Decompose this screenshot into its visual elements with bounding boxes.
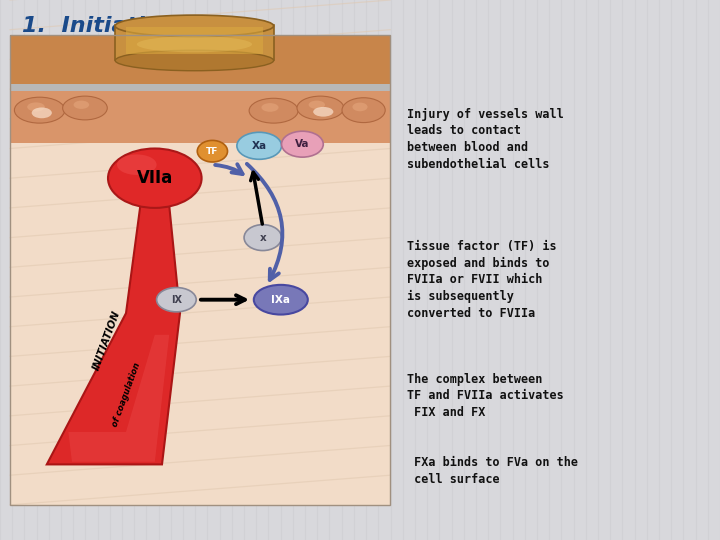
Bar	[10, 35, 390, 89]
Ellipse shape	[63, 96, 107, 120]
Text: Va: Va	[295, 139, 310, 149]
Text: Injury of vessels wall
leads to contact
between blood and
subendothelial cells: Injury of vessels wall leads to contact …	[407, 108, 564, 171]
Ellipse shape	[14, 97, 65, 123]
Ellipse shape	[309, 100, 325, 109]
Text: TF: TF	[206, 147, 219, 156]
Text: IX: IX	[171, 295, 182, 305]
Bar	[126, 27, 263, 54]
FancyArrowPatch shape	[247, 164, 282, 280]
Ellipse shape	[282, 131, 323, 157]
Text: VIIa: VIIa	[137, 169, 173, 187]
Ellipse shape	[27, 103, 45, 111]
Ellipse shape	[115, 50, 274, 71]
Ellipse shape	[108, 148, 202, 208]
Text: 1.  Initiation phase: 1. Initiation phase	[22, 16, 258, 36]
Text: FXa binds to FVa on the
 cell surface: FXa binds to FVa on the cell surface	[407, 456, 577, 486]
Bar	[10, 35, 390, 505]
Bar	[10, 84, 390, 91]
Ellipse shape	[32, 107, 52, 118]
Ellipse shape	[137, 36, 252, 52]
Ellipse shape	[117, 154, 157, 175]
Ellipse shape	[342, 98, 385, 123]
Bar	[115, 25, 274, 60]
Text: IXa: IXa	[271, 295, 290, 305]
Text: Tissue factor (TF) is
exposed and binds to
FVIIa or FVII which
is subsequently
c: Tissue factor (TF) is exposed and binds …	[407, 240, 557, 320]
Text: The complex between
TF and FVIIa activates
 FIX and FX: The complex between TF and FVIIa activat…	[407, 373, 564, 418]
Text: of coagulation: of coagulation	[110, 361, 142, 428]
Text: x: x	[259, 233, 266, 242]
Ellipse shape	[254, 285, 308, 314]
Ellipse shape	[249, 98, 298, 123]
Ellipse shape	[313, 107, 333, 117]
Ellipse shape	[237, 132, 282, 159]
Polygon shape	[68, 335, 169, 462]
Ellipse shape	[197, 140, 228, 162]
Text: Xa: Xa	[251, 141, 267, 151]
Bar	[10, 35, 390, 505]
Text: INITIATION: INITIATION	[91, 309, 122, 372]
Polygon shape	[47, 151, 180, 464]
Ellipse shape	[73, 100, 89, 109]
FancyArrowPatch shape	[215, 164, 243, 174]
Bar	[10, 35, 390, 143]
Ellipse shape	[157, 287, 197, 312]
Ellipse shape	[115, 15, 274, 37]
Ellipse shape	[353, 103, 368, 111]
Ellipse shape	[261, 103, 279, 112]
Ellipse shape	[297, 96, 344, 120]
Ellipse shape	[244, 225, 282, 251]
